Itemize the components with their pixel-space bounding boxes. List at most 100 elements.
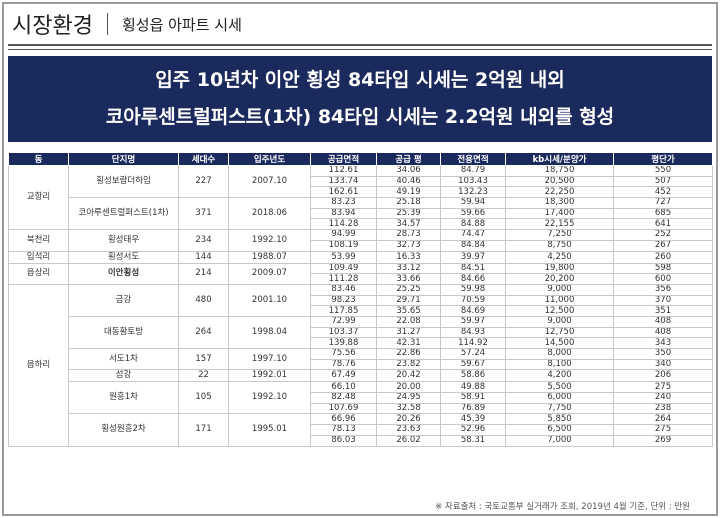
value-cell: 45.39 (440, 413, 506, 426)
complex-name: 이안횡성 (68, 262, 179, 285)
table-row: 107.69 32.58 76.89 7,750 238 (9, 402, 713, 415)
value-cell: 84.51 (440, 262, 506, 275)
value-cell: 25.18 (376, 197, 441, 209)
footnote: ※ 자료출처 : 국토교통부 실거래가 조회, 2019년 4월 기준, 단위 … (435, 502, 690, 512)
table-row: 103.37 31.27 84.93 12,750 408 (9, 326, 713, 339)
complex-name: 서도1차 (68, 347, 179, 371)
value-cell: 70.59 (440, 294, 506, 307)
value-cell: 67.49 (310, 369, 377, 383)
value-cell: 33.12 (376, 262, 441, 275)
value-cell: 267 (613, 239, 713, 252)
column-header: kb시세/분양가 (505, 152, 614, 166)
dong-cell: 읍상리 (8, 262, 69, 285)
move-in-year: 2007.10 (228, 164, 311, 199)
value-cell: 49.19 (376, 186, 441, 199)
value-cell: 59.66 (440, 207, 506, 220)
value-cell: 685 (613, 207, 713, 220)
price-table: 동 단지명 세대수 입주년도 공급면적 공급 평 전용면적 kb시세/분양가 평단가 교항리 횡성… (8, 152, 713, 447)
value-cell: 4,250 (505, 250, 614, 264)
table-row: 111.28 33.66 84.66 20,200 600 (9, 273, 713, 285)
complex-name: 코아루센트럴퍼스트(1차) (68, 197, 179, 231)
value-cell: 52.96 (440, 424, 506, 436)
value-cell: 25.25 (376, 283, 441, 296)
value-cell: 33.66 (376, 273, 441, 285)
value-cell: 103.43 (440, 175, 506, 188)
value-cell: 132.23 (440, 186, 506, 199)
value-cell: 14,500 (505, 337, 614, 349)
banner-line: 입주 10년차 이안 횡성 84타입 시세는 2억원 내외 (155, 69, 565, 91)
units: 234 (178, 229, 229, 252)
complex-name: 횡성서도 (68, 250, 179, 264)
value-cell: 6,500 (505, 424, 614, 436)
table-row: 86.03 26.02 58.31 7,000 269 (9, 434, 713, 447)
value-cell: 78.13 (310, 424, 377, 436)
move-in-year: 1992.01 (228, 369, 311, 383)
table-row: 서도1차 157 1997.10 75.56 22.86 57.24 8,000 350 (9, 347, 713, 371)
dong-cell: 입석리 (8, 250, 69, 264)
value-cell: 8,750 (505, 239, 614, 252)
value-cell: 58.86 (440, 369, 506, 383)
banner: 입주 10년차 이안 횡성 84타입 시세는 2억원 내외 코아루센트럴퍼스트(… (8, 56, 712, 142)
value-cell: 22.86 (376, 348, 441, 360)
value-cell: 98.23 (310, 294, 377, 307)
value-cell: 600 (613, 273, 713, 285)
move-in-year: 1992.10 (228, 229, 311, 252)
value-cell: 66.10 (310, 381, 377, 394)
value-cell: 452 (613, 186, 713, 199)
value-cell: 264 (613, 413, 713, 426)
table-row: 139.88 42.31 114.92 14,500 343 (9, 337, 713, 349)
move-in-year: 1988.07 (228, 250, 311, 264)
value-cell: 84.79 (440, 165, 506, 177)
banner-line: 코아루센트럴퍼스트(1차) 84타입 시세는 2.2억원 내외를 형성 (105, 106, 615, 128)
column-header: 동 (8, 152, 69, 166)
value-cell: 18,750 (505, 165, 614, 177)
value-cell: 18,300 (505, 197, 614, 209)
units: 214 (178, 262, 229, 285)
value-cell: 139.88 (310, 337, 377, 349)
units: 105 (178, 381, 229, 415)
value-cell: 76.89 (440, 402, 506, 415)
value-cell: 343 (613, 337, 713, 349)
value-cell: 49.88 (440, 381, 506, 394)
value-cell: 727 (613, 197, 713, 209)
table-row: 코아루센트럴퍼스트(1차) 371 2018.06 83.23 25.18 59.94 18… (9, 197, 713, 231)
value-cell: 24.95 (376, 392, 441, 404)
value-cell: 17,400 (505, 207, 614, 220)
value-cell: 507 (613, 175, 713, 188)
table-row: 섬강 22 1992.01 67.49 20.42 58.86 4,200 206 (9, 369, 713, 383)
header-rule (8, 44, 712, 50)
move-in-year: 1998.04 (228, 315, 311, 350)
column-header: 공급면적 (310, 152, 377, 166)
value-cell: 32.58 (376, 402, 441, 415)
value-cell: 598 (613, 262, 713, 275)
move-in-year: 1995.01 (228, 413, 311, 447)
value-cell: 112.61 (310, 165, 377, 177)
value-cell: 29.71 (376, 294, 441, 307)
value-cell: 370 (613, 294, 713, 307)
value-cell: 162.61 (310, 186, 377, 199)
value-cell: 31.27 (376, 326, 441, 339)
value-cell: 32.73 (376, 239, 441, 252)
value-cell: 275 (613, 424, 713, 436)
value-cell: 53.99 (310, 250, 377, 264)
value-cell: 34.57 (376, 218, 441, 231)
value-cell: 350 (613, 348, 713, 360)
column-header: 전용면적 (440, 152, 506, 166)
value-cell: 5,850 (505, 413, 614, 426)
table-row: 읍하리 금강 480 2001.10 83.46 25.25 59.98 9,000 356 (8, 283, 713, 447)
value-cell: 408 (613, 315, 713, 328)
value-cell: 641 (613, 218, 713, 231)
value-cell: 83.46 (310, 283, 377, 296)
value-cell: 111.28 (310, 273, 377, 285)
value-cell: 82.48 (310, 392, 377, 404)
value-cell: 83.94 (310, 207, 377, 220)
value-cell: 12,750 (505, 326, 614, 339)
table-row: 114.28 34.57 84.88 22,155 641 (9, 218, 713, 231)
value-cell: 108.19 (310, 239, 377, 252)
value-cell: 23.82 (376, 358, 441, 371)
column-header: 세대수 (178, 152, 229, 166)
value-cell: 4,200 (505, 369, 614, 383)
value-cell: 109.49 (310, 262, 377, 275)
complex-name: 횡성태우 (68, 229, 179, 252)
value-cell: 16.33 (376, 250, 441, 264)
